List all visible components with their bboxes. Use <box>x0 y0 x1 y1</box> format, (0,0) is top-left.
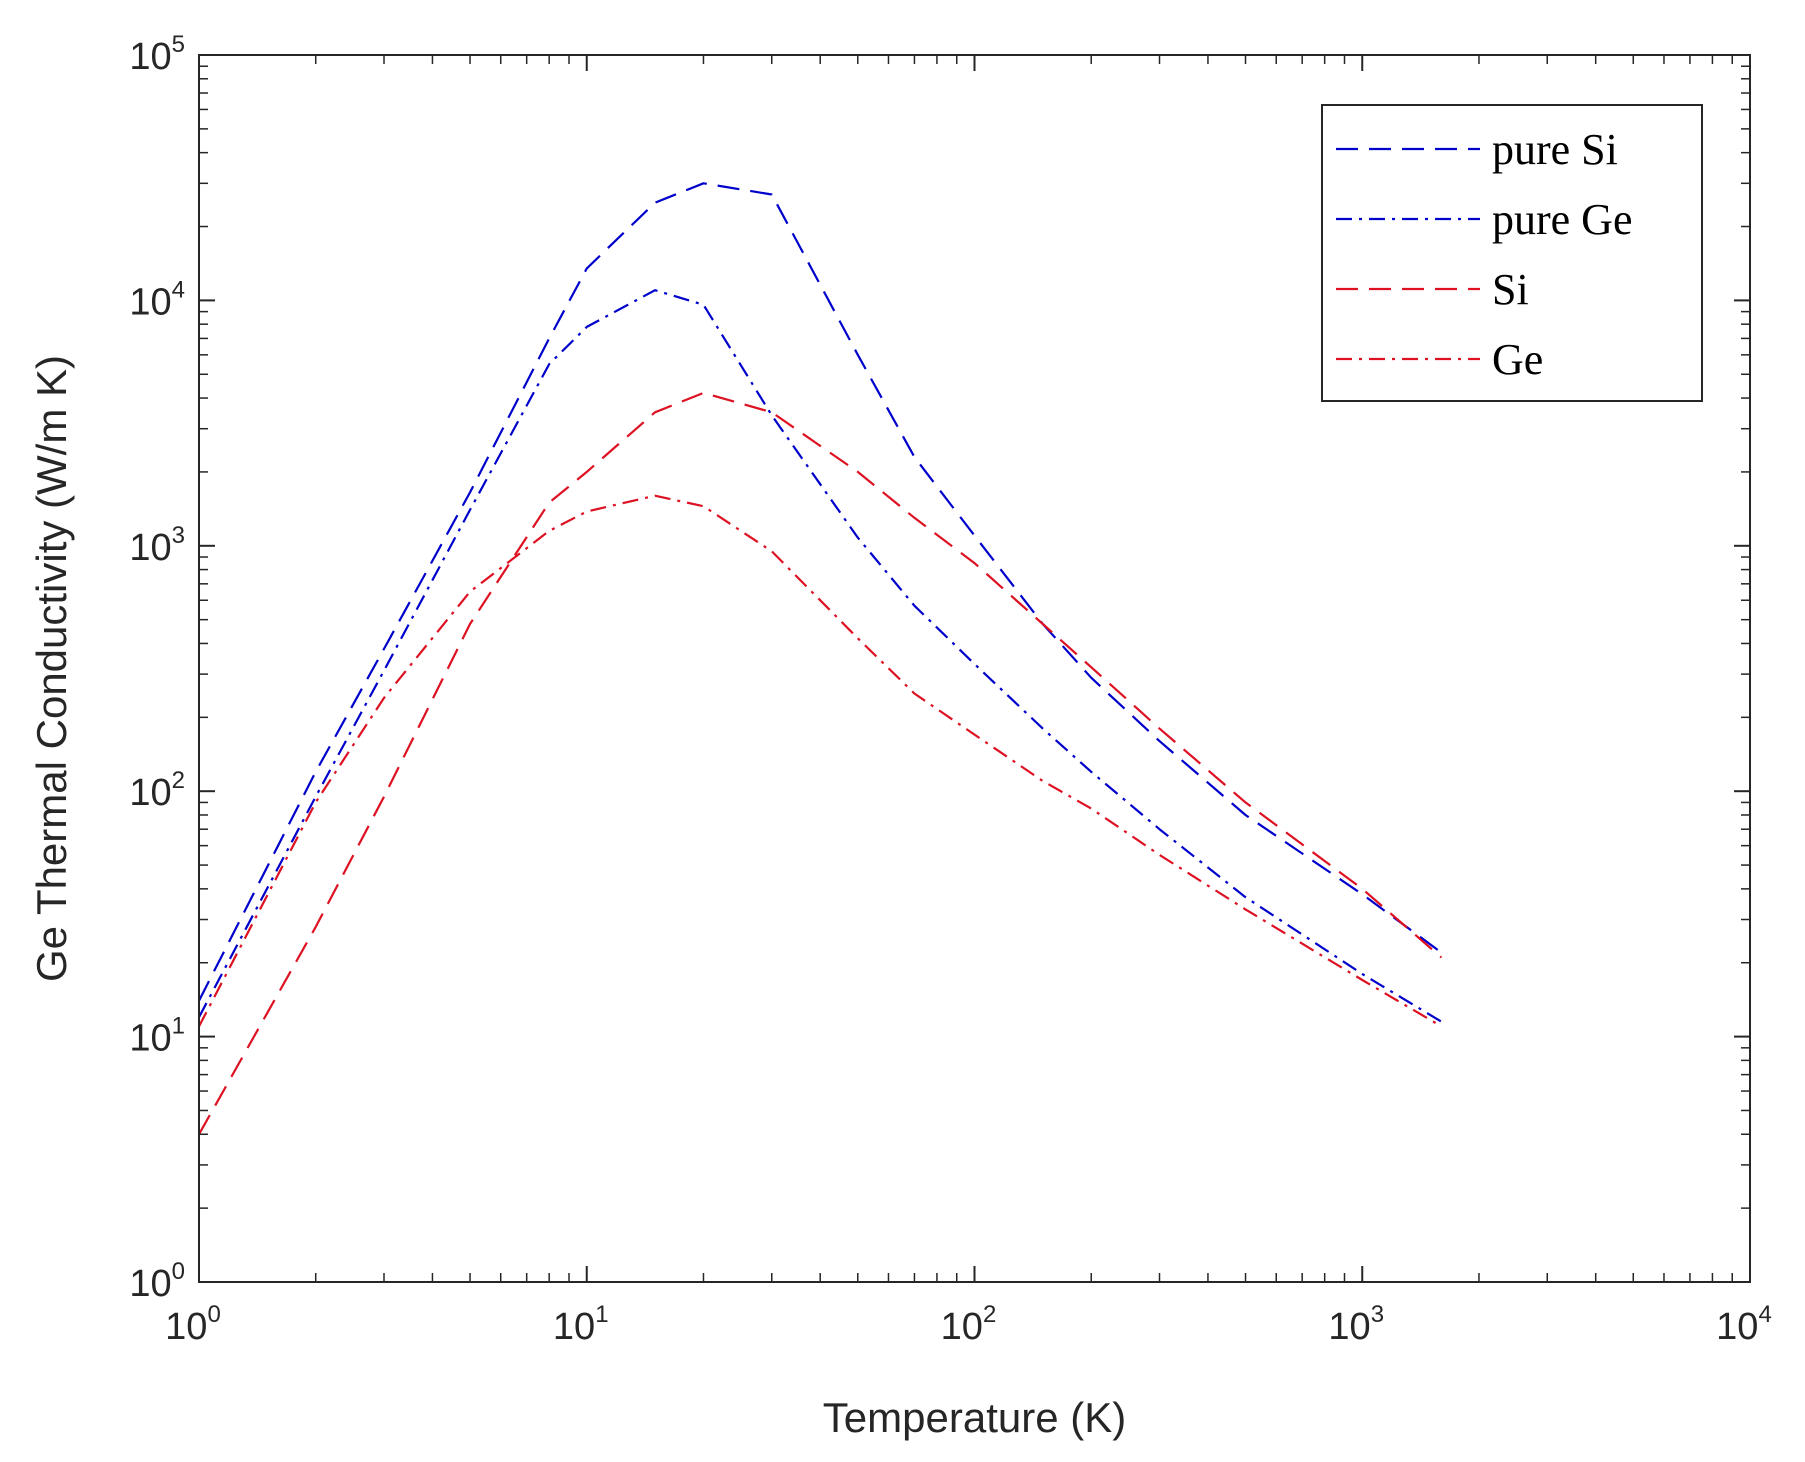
x-tick-label: 104 <box>1716 1301 1772 1348</box>
legend-label: Si <box>1492 265 1529 314</box>
legend: pure Si pure Ge Si Ge <box>1321 104 1703 402</box>
series-layer <box>198 182 1443 1135</box>
series-line-pure-si <box>198 182 1443 1002</box>
x-tick-label: 101 <box>553 1301 609 1348</box>
legend-label: Ge <box>1492 335 1543 384</box>
y-tick-label: 100 <box>129 1258 185 1305</box>
x-tick-label: 100 <box>165 1301 221 1348</box>
series-line-pure-ge <box>198 289 1442 1023</box>
x-tick-label: 103 <box>1328 1301 1384 1348</box>
y-tick-label: 103 <box>129 522 185 569</box>
legend-label: pure Ge <box>1492 195 1633 244</box>
legend-label: pure Si <box>1492 125 1618 174</box>
y-tick-label: 101 <box>129 1013 185 1060</box>
y-tick-label: 102 <box>129 767 185 814</box>
tick-layer <box>198 54 1751 1283</box>
legend-box <box>1321 104 1703 402</box>
series-line-ge <box>198 494 1442 1028</box>
y-tick-label: 104 <box>129 276 185 323</box>
y-axis-label: Ge Thermal Conductivity (W/m K) <box>28 355 75 982</box>
x-axis-label: Temperature (K) <box>823 1394 1126 1441</box>
tick-label-layer: 100 101 102 103 104 100 101 102 103 104 105 <box>129 31 1771 1348</box>
series-line-si <box>198 391 1443 1135</box>
y-tick-label: 105 <box>129 31 185 78</box>
x-tick-label: 102 <box>941 1301 997 1348</box>
